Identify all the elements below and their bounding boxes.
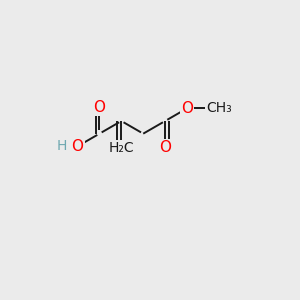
Text: O: O xyxy=(94,100,106,115)
Text: H₂C: H₂C xyxy=(109,140,134,154)
Text: H: H xyxy=(57,139,67,153)
Text: CH₃: CH₃ xyxy=(206,101,232,116)
Text: O: O xyxy=(159,140,171,155)
Text: O: O xyxy=(181,101,193,116)
Text: O: O xyxy=(72,139,84,154)
